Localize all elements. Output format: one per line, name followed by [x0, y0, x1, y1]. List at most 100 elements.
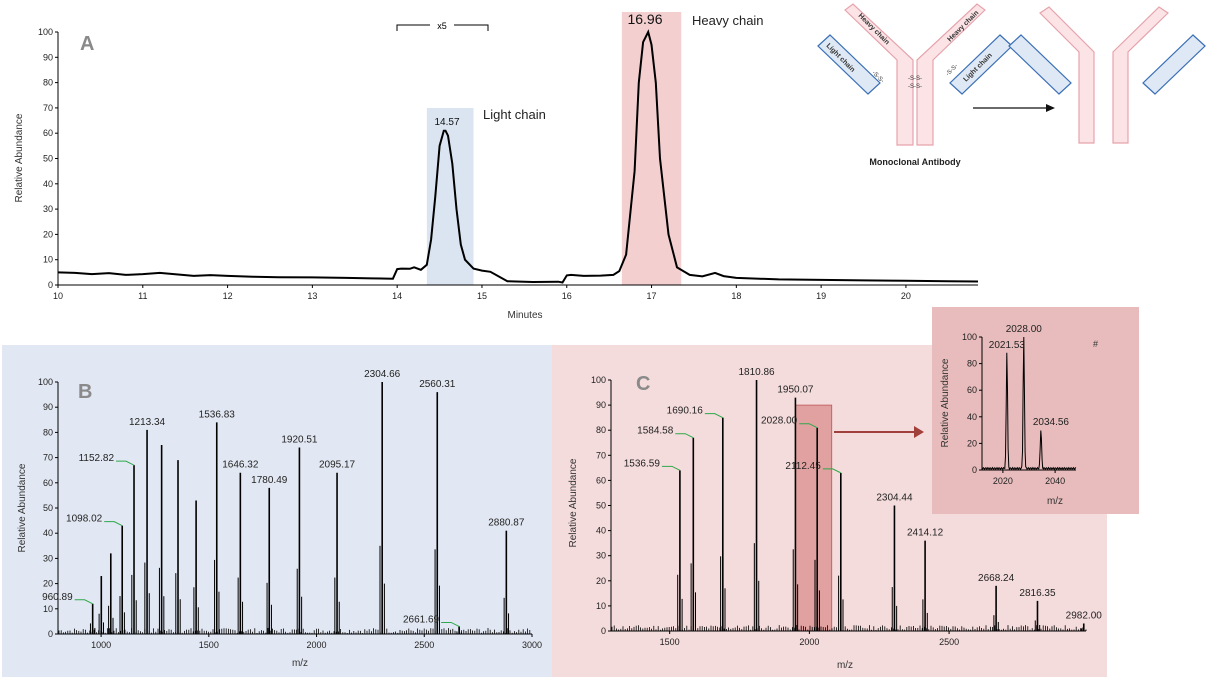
panel-b-y-tick-label: 30 — [43, 553, 53, 563]
panel-c-peak-label: 2112.45 — [785, 461, 821, 472]
panel-c-peak-label: 2816.35 — [1019, 588, 1056, 599]
inset-background — [932, 307, 1139, 514]
panel-b-y-tick-label: 70 — [43, 453, 53, 463]
panel-a-x-tick-label: 10 — [53, 291, 63, 301]
panel-a-y-tick-label: 80 — [43, 78, 53, 88]
panel-c-axes: 0 10 20 30 40 50 60 70 80 90 100 1500 2000 2500 — [591, 375, 1086, 647]
panel-a-trace — [57, 29, 979, 284]
panel-c-y-tick-label: 50 — [596, 501, 606, 511]
panel-c-peak-label: 2668.24 — [978, 573, 1015, 584]
panel-c-leader-line — [822, 468, 842, 474]
panel-a-y-tick-label: 40 — [43, 179, 53, 189]
panel-c-ylabel: Relative Abundance — [568, 458, 579, 547]
panel-c-y-tick-label: 10 — [596, 601, 606, 611]
inset-y-tick-label: 20 — [967, 438, 977, 448]
panel-c-peak-label: 2414.12 — [907, 528, 944, 539]
panel-c-peak-label: 1536.59 — [624, 458, 661, 469]
panel-c-y-tick-label: 20 — [596, 576, 606, 586]
panel-a-x-tick-label: 17 — [647, 291, 657, 301]
panel-b-leader-line — [74, 599, 93, 605]
panel-b-peaks: 960.89 1098.02 1152.82 1213.34 1536.83 1646.3… — [42, 369, 525, 634]
panel-c-y-tick-label: 30 — [596, 551, 606, 561]
heavy-chain-left — [844, 3, 914, 146]
panel-b-y-tick-label: 90 — [43, 402, 53, 412]
panel-b-y-tick-label: 50 — [43, 503, 53, 513]
panel-a-x-tick-label: 18 — [731, 291, 741, 301]
panel-b-x-tick-label: 1500 — [199, 640, 219, 650]
panel-b-y-tick-label: 80 — [43, 427, 53, 437]
panel-b-ylabel: Relative Abundance — [17, 463, 28, 552]
inset-x-tick-label: 2020 — [993, 476, 1013, 486]
panel-c-peak-label: 1810.86 — [738, 367, 775, 378]
panel-b-peak-label: 1920.51 — [281, 435, 318, 446]
panel-b-xlabel: m/z — [292, 658, 308, 669]
inset-peak-label: 2028.00 — [1006, 324, 1043, 335]
panel-a-y-tick-label: 50 — [43, 154, 53, 164]
antibody-diagram: Heavy chain Heavy chain Light chain Ligh… — [817, 3, 1206, 167]
panel-a-x-tick-label: 15 — [477, 291, 487, 301]
panel-b-peak-label: 2560.31 — [419, 379, 456, 390]
panel-c-leader-line — [704, 413, 724, 419]
panel-b-leader-line — [116, 460, 135, 466]
light-chain-right — [949, 34, 1013, 95]
antibody-intact: Heavy chain Heavy chain Light chain Ligh… — [817, 3, 1013, 167]
panel-b-leader-line — [441, 621, 460, 627]
diagram-title: Monoclonal Antibody — [869, 157, 960, 167]
panel-c-x-tick-label: 2500 — [939, 637, 959, 647]
panel-a-y-tick-label: 60 — [43, 128, 53, 138]
panel-c-xlabel: m/z — [837, 660, 853, 671]
light-chain-left — [817, 34, 881, 95]
panel-a-letter: A — [80, 33, 94, 55]
panel-c-y-tick-label: 100 — [591, 375, 606, 385]
light-chain-label: Light chain — [483, 107, 546, 122]
panel-b-letter: B — [78, 381, 92, 403]
panel-a-y-tick-label: 20 — [43, 229, 53, 239]
panel-c-y-tick-label: 40 — [596, 526, 606, 536]
panel-b-y-tick-label: 10 — [43, 604, 53, 614]
panel-b-leader-line — [104, 521, 123, 527]
light-chain-band — [426, 108, 474, 285]
zoom-arrow — [834, 426, 924, 438]
inset-y-tick-label: 40 — [967, 412, 977, 422]
panel-a-x-tick-label: 19 — [816, 291, 826, 301]
panel-b-x-tick-label: 2000 — [307, 640, 327, 650]
heavy-chain-band — [621, 12, 682, 285]
light-peak-label: 14.57 — [434, 117, 459, 128]
inset-y-tick-label: 60 — [967, 385, 977, 395]
panel-b-peak-label: 1646.32 — [222, 460, 259, 471]
panel-a-x-tick-label: 13 — [307, 291, 317, 301]
panel-b-peak-label: 1152.82 — [79, 453, 115, 464]
inset-peak-label: 2034.56 — [1033, 417, 1070, 428]
panel-b-x-tick-label: 2500 — [414, 640, 434, 650]
panel-b-peak-label: 1780.49 — [251, 475, 288, 486]
panel-c-peak-label: 1690.16 — [667, 406, 704, 417]
panel-b-peak-label: 2304.66 — [364, 369, 401, 380]
panel-a-bands — [426, 12, 682, 285]
panel-a-y-tick-label: 70 — [43, 103, 53, 113]
panel-b-peak-label: 1098.02 — [66, 514, 103, 525]
panel-b-peak-label: 1213.34 — [129, 417, 166, 428]
inset-labels: 2021.53 2028.00 2034.56 — [989, 324, 1070, 428]
reduction-arrow — [973, 104, 1055, 112]
panel-b-chart: 0 10 20 30 40 50 60 70 80 90 100 1000 1500 2000 2500 30… — [17, 369, 542, 669]
panel-c-chart: 0 10 20 30 40 50 60 70 80 90 100 1500 2000 2500 1536.… — [568, 367, 1102, 671]
free-heavy-chain-right — [1112, 6, 1169, 144]
panel-c-x-tick-label: 2000 — [799, 637, 819, 647]
inset-x-tick-label: 2040 — [1045, 476, 1065, 486]
panel-a-x-tick-label: 11 — [138, 291, 147, 301]
inset-y-tick-label: 0 — [972, 465, 977, 475]
zoom-bracket: x5 — [396, 21, 489, 31]
panel-b-peak-label: 960.89 — [42, 592, 73, 603]
panel-a-ylabel: Relative Abundance — [14, 113, 25, 202]
panel-b-y-tick-label: 60 — [43, 478, 53, 488]
heavy-chain-right-label: Heavy chain — [946, 10, 980, 44]
panel-b-peak-label: 1536.83 — [199, 409, 236, 420]
panel-c-y-tick-label: 90 — [596, 400, 606, 410]
panel-a-y-tick-label: 0 — [48, 280, 53, 290]
inset-trace — [981, 336, 1077, 471]
panel-b-x-tick-label: 1000 — [91, 640, 111, 650]
